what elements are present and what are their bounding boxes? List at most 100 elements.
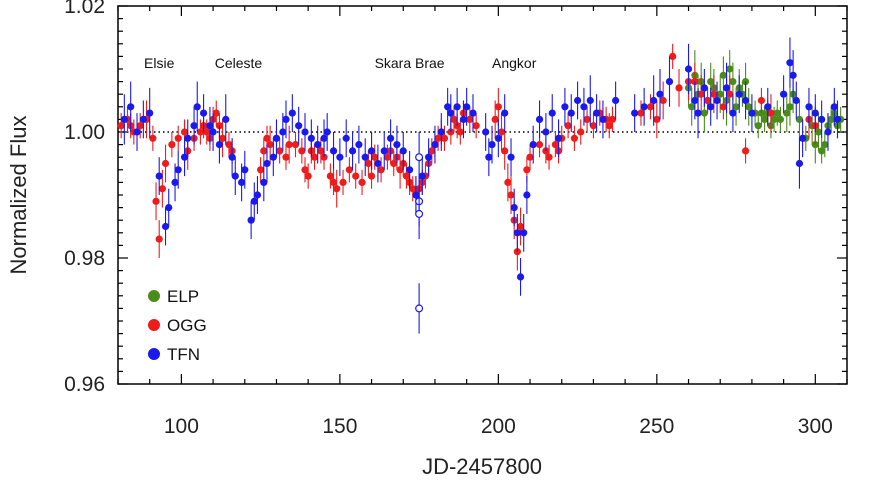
ogg-point bbox=[545, 153, 553, 161]
ogg-point bbox=[168, 141, 176, 149]
annotation-label: Elsie bbox=[144, 55, 175, 71]
ogg-point bbox=[516, 222, 525, 231]
elp-point bbox=[818, 147, 826, 155]
tfn-point bbox=[735, 90, 743, 98]
tfn-point bbox=[459, 115, 468, 123]
tfn-point bbox=[241, 166, 249, 174]
tfn-point bbox=[418, 172, 426, 180]
tfn-point bbox=[516, 273, 525, 281]
tfn-point bbox=[161, 222, 170, 231]
tfn-point bbox=[593, 109, 601, 117]
tfn-point bbox=[729, 109, 737, 117]
ogg-point bbox=[263, 134, 271, 142]
ogg-point bbox=[450, 115, 458, 123]
ogg-point bbox=[589, 122, 598, 130]
tfn-point bbox=[437, 128, 445, 136]
tfn-point bbox=[764, 103, 772, 111]
ogg-point bbox=[703, 96, 712, 105]
ogg-point bbox=[266, 141, 274, 149]
y-tick-label: 1.00 bbox=[64, 121, 105, 144]
ogg-point bbox=[136, 122, 144, 130]
tfn-point bbox=[269, 153, 277, 161]
ogg-point bbox=[301, 166, 309, 174]
tfn-point bbox=[513, 229, 521, 237]
ogg-point bbox=[225, 141, 233, 149]
tfn-point bbox=[155, 172, 163, 180]
tfn-point bbox=[535, 115, 544, 123]
tfn-point bbox=[238, 178, 246, 186]
ogg-point bbox=[203, 128, 211, 136]
ogg-point bbox=[196, 128, 205, 136]
tfn-point bbox=[523, 191, 531, 199]
annotation-label: Skara Brae bbox=[375, 55, 445, 71]
ogg-point bbox=[285, 141, 293, 149]
tfn-point bbox=[463, 103, 471, 111]
tfn-point bbox=[307, 134, 315, 142]
tfn-point bbox=[190, 122, 198, 130]
tfn-point bbox=[485, 153, 493, 161]
tfn-point bbox=[139, 115, 147, 123]
tfn-point bbox=[393, 141, 401, 149]
elp-point bbox=[795, 115, 804, 123]
legend: ELP OGG TFN bbox=[148, 287, 207, 364]
tfn-point bbox=[231, 172, 239, 180]
tfn-point bbox=[833, 115, 842, 123]
ogg-point bbox=[402, 172, 411, 180]
ogg-point bbox=[577, 128, 585, 136]
y-tick-label: 0.98 bbox=[64, 247, 105, 270]
y-tick-label: 1.02 bbox=[64, 0, 105, 18]
tfn-point bbox=[301, 128, 309, 136]
ogg-point bbox=[174, 134, 182, 142]
tfn-point bbox=[133, 128, 141, 136]
axis-ticks: 100 150 200 250 300 0.96 0.98 1.00 1.02 bbox=[64, 0, 848, 438]
ogg-point bbox=[276, 147, 284, 155]
ogg-point bbox=[282, 153, 290, 161]
ogg-point bbox=[304, 172, 312, 180]
y-axis-title: Normalized Flux bbox=[6, 116, 31, 275]
ogg-point bbox=[339, 178, 347, 186]
tfn-point bbox=[510, 204, 518, 212]
tfn-point bbox=[805, 103, 813, 111]
ogg-point bbox=[564, 122, 572, 130]
tfn-point bbox=[165, 204, 173, 212]
ogg-point bbox=[719, 103, 727, 111]
ogg-point bbox=[440, 134, 449, 142]
tfn-point bbox=[548, 109, 556, 117]
ogg-point bbox=[767, 109, 775, 117]
ogg-point bbox=[329, 178, 338, 186]
ogg-point bbox=[497, 128, 506, 136]
elp-point bbox=[700, 109, 708, 117]
ogg-point bbox=[456, 128, 464, 136]
tfn-point bbox=[713, 96, 721, 105]
tfn-point bbox=[691, 96, 699, 105]
ogg-point bbox=[491, 115, 499, 123]
tfn-point bbox=[792, 96, 800, 105]
ogg-point bbox=[291, 141, 300, 149]
tfn-point bbox=[824, 128, 832, 136]
tfn-point bbox=[789, 71, 797, 79]
tfn-point bbox=[323, 128, 331, 136]
tfn-point bbox=[447, 109, 455, 117]
tfn-point bbox=[355, 141, 363, 149]
ogg-point bbox=[298, 147, 306, 155]
elp-point bbox=[716, 90, 724, 98]
ogg-point bbox=[669, 52, 677, 61]
y-tick-label: 0.96 bbox=[64, 373, 105, 396]
elp-point bbox=[821, 141, 829, 149]
ogg-point bbox=[155, 235, 163, 243]
ogg-point bbox=[396, 166, 404, 174]
ogg-point bbox=[675, 84, 683, 92]
outlier-point bbox=[415, 209, 424, 218]
ogg-point bbox=[501, 147, 509, 155]
tfn-point bbox=[367, 147, 376, 155]
ogg-point bbox=[551, 141, 560, 149]
tfn-point bbox=[818, 115, 826, 123]
data-points bbox=[117, 37, 845, 334]
tfn-point bbox=[184, 134, 192, 142]
tfn-point bbox=[567, 109, 575, 117]
tfn-point bbox=[174, 166, 182, 174]
tfn-point bbox=[425, 153, 433, 161]
elp-point bbox=[760, 115, 769, 123]
ogg-point bbox=[149, 134, 157, 142]
ogg-point bbox=[653, 115, 661, 123]
